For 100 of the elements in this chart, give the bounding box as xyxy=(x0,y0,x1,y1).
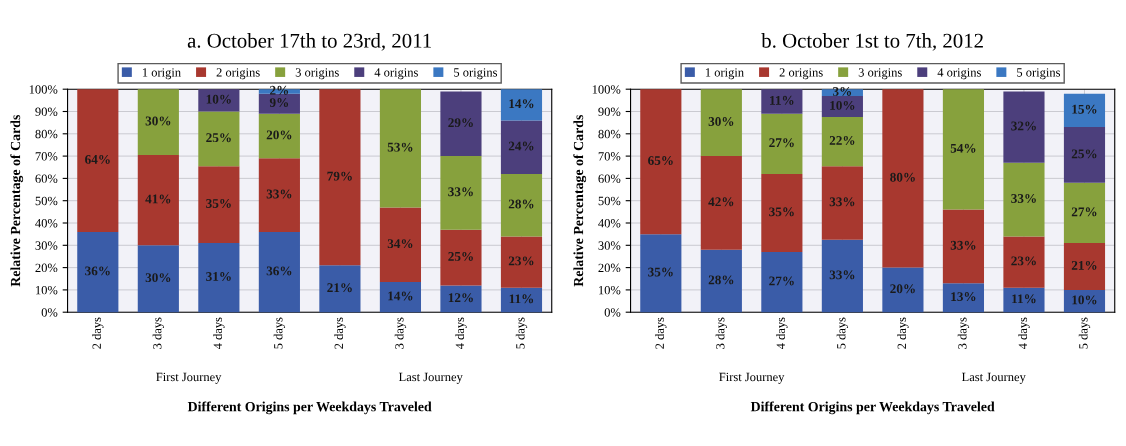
data-label: 80% xyxy=(890,172,915,182)
legend-label: 5 origins xyxy=(454,68,498,80)
chart-title: a. October 17th to 23rd, 2011 xyxy=(187,33,431,51)
bar xyxy=(640,234,682,313)
bar xyxy=(137,154,179,246)
bar xyxy=(198,166,240,244)
data-label: 30% xyxy=(145,116,171,126)
bar xyxy=(700,89,742,157)
y-tick-label: 50% xyxy=(35,196,58,206)
bar xyxy=(1063,127,1106,183)
bar xyxy=(1003,91,1045,163)
y-tick-label: 80% xyxy=(35,129,58,139)
y-axis-title: Relative Percentage of Cards xyxy=(573,114,587,287)
text: First Journey xyxy=(719,372,785,384)
legend-label: 1 origin xyxy=(142,68,181,80)
y-tick-label: 80% xyxy=(598,129,621,139)
data-label: 14% xyxy=(388,291,413,301)
y-tick-label: 40% xyxy=(35,219,58,228)
bar xyxy=(137,89,179,155)
bar xyxy=(882,267,924,313)
bar xyxy=(500,173,543,237)
x-tick-label: 4 days xyxy=(213,317,225,350)
bar xyxy=(761,251,803,313)
data-label: 33% xyxy=(448,187,473,197)
bar xyxy=(1063,93,1106,128)
x-axis-title: Different Origins per Weekdays Traveled xyxy=(187,401,432,415)
bar xyxy=(379,282,422,313)
data-label: 54% xyxy=(950,143,976,153)
data-label: 24% xyxy=(508,141,534,151)
bar xyxy=(1063,243,1106,290)
data-label: 14% xyxy=(509,99,534,109)
data-label: 36% xyxy=(85,266,110,276)
legend-label: 4 origins xyxy=(374,68,418,80)
chart-title: b. October 1st to 7th, 2012 xyxy=(761,33,983,51)
data-label: 11% xyxy=(1012,294,1036,304)
data-label: 23% xyxy=(1011,256,1036,266)
data-label: 20% xyxy=(266,130,292,140)
data-label: 27% xyxy=(769,276,794,286)
bar xyxy=(440,156,482,230)
bar xyxy=(942,89,985,210)
data-label: 28% xyxy=(508,199,534,209)
data-label: 33% xyxy=(1011,193,1036,203)
legend-label: 4 origins xyxy=(937,68,981,80)
bar xyxy=(821,117,863,167)
data-label: 9% xyxy=(269,98,289,108)
data-label: 33% xyxy=(950,240,976,250)
bar xyxy=(942,209,985,284)
data-label: 33% xyxy=(829,197,855,207)
y-tick-label: 30% xyxy=(35,241,58,250)
x-tick-label: 2 days xyxy=(897,317,909,349)
bar xyxy=(198,243,240,313)
data-label: 36% xyxy=(266,266,292,276)
data-label: 23% xyxy=(508,256,534,266)
bar xyxy=(761,173,803,252)
data-label: 79% xyxy=(327,171,352,181)
bar xyxy=(440,91,482,157)
data-label: 53% xyxy=(387,142,413,152)
data-label: 65% xyxy=(648,156,673,166)
data-label: 42% xyxy=(708,197,734,207)
data-label: 25% xyxy=(206,133,231,143)
bar xyxy=(942,283,985,313)
data-label: 12% xyxy=(448,293,473,303)
data-label: 29% xyxy=(448,118,473,128)
x-tick-label: 5 days xyxy=(836,317,849,349)
bar xyxy=(821,166,863,240)
data-label: 10% xyxy=(1072,295,1097,305)
bar xyxy=(198,89,240,112)
x-tick-label: 2 days xyxy=(92,317,104,349)
x-tick-label: 4 days xyxy=(776,317,788,350)
y-tick-label: 0% xyxy=(604,308,621,317)
data-label: 22% xyxy=(829,136,855,145)
bar xyxy=(761,113,803,174)
bar xyxy=(258,113,300,159)
bar xyxy=(319,89,361,266)
data-label: 25% xyxy=(1071,149,1097,159)
y-tick-label: 70% xyxy=(35,152,58,161)
y-tick-label: 0% xyxy=(41,308,58,317)
data-label: 10% xyxy=(206,94,231,104)
data-label: 34% xyxy=(387,239,413,249)
text: First Journey xyxy=(156,372,222,384)
bar xyxy=(821,239,863,313)
data-label: 3% xyxy=(832,86,852,96)
y-axis-title: Relative Percentage of Cards xyxy=(10,114,24,287)
data-label: 31% xyxy=(206,272,231,281)
x-axis-title: Different Origins per Weekdays Traveled xyxy=(750,401,995,415)
bar xyxy=(258,158,300,232)
x-tick-label: 4 days xyxy=(1018,317,1030,350)
bar xyxy=(379,89,422,208)
bar xyxy=(77,231,119,313)
bar xyxy=(258,231,300,313)
data-label: 10% xyxy=(830,100,855,110)
bar xyxy=(379,207,422,283)
data-label: 32% xyxy=(1011,121,1036,131)
x-tick-label: 5 days xyxy=(1078,317,1091,349)
data-label: 25% xyxy=(448,251,473,261)
data-label: 30% xyxy=(145,273,171,283)
bar xyxy=(700,156,742,250)
bar xyxy=(1063,289,1106,313)
data-label: 13% xyxy=(951,292,976,302)
bar xyxy=(77,89,119,232)
